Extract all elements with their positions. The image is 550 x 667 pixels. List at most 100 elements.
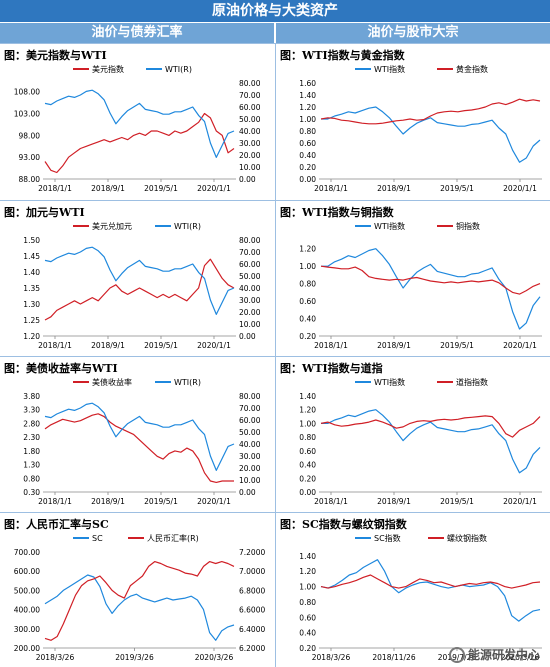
y-right-tick-label: 6.6000 (239, 606, 265, 615)
y-tick-label: 0.60 (299, 139, 316, 148)
series-line-r-1 (44, 560, 235, 641)
chart-panel: 图：SC指数与螺纹钢指数 SC指数 螺纹钢指数 0.20 0.40 0.60 0.80 1.0… (277, 514, 550, 667)
x-tick-label: 2019/5/1 (144, 497, 178, 506)
chart-plot: WTI指数 铜指数 0.20 0.40 0.60 0.80 1.00 1.20 2018/1/1… (299, 221, 542, 350)
y-tick-label: 1.30 (23, 300, 40, 309)
y-tick-label: 1.45 (23, 252, 40, 261)
y-right-tick-label: 80.00 (239, 392, 261, 401)
chart-plot: SC指数 螺纹钢指数 0.20 0.40 0.60 0.80 1.00 1.20 1.40 201… (299, 533, 542, 662)
y-tick-label: 0.60 (299, 297, 316, 306)
chart-title: 图：美元指数与WTI (4, 49, 107, 62)
y-tick-label: 0.80 (299, 280, 316, 289)
y-tick-label: 0.80 (299, 127, 316, 136)
y-tick-label: 3.30 (23, 406, 40, 415)
y-right-tick-label: 80.00 (239, 79, 261, 88)
x-tick-label: 2018/9/1 (377, 184, 411, 193)
y-tick-label: 1.40 (23, 268, 40, 277)
chart-plot: WTI指数 黄金指数 0.00 0.20 0.40 0.60 0.80 1.00 1.20 1.4… (299, 64, 542, 193)
y-tick-label: 1.40 (299, 552, 316, 561)
y-right-tick-label: 80.00 (239, 236, 261, 245)
series-line-wti-r-1 (44, 89, 235, 159)
x-tick-label: 2019/5/1 (440, 497, 474, 506)
x-tick-label: 2018/11/26 (372, 653, 415, 662)
wechat-icon (448, 647, 465, 663)
y-tick-label: 2.30 (23, 433, 40, 442)
x-tick-label: 2018/1/1 (314, 184, 348, 193)
legend-label: WTI指数 (374, 64, 405, 74)
chart-plot: 美债收益率 WTI(R) 0.30 0.80 1.30 1.80 2.30 2.80 3.30 3… (23, 377, 261, 506)
y-right-tick-label: 20.00 (239, 464, 261, 473)
chart-panel: 图：WTI指数与铜指数 WTI指数 铜指数 0.20 0.40 0.60 0.80 1.00 1… (277, 202, 550, 357)
x-tick-label: 2019/5/1 (440, 184, 474, 193)
y-right-tick-label: 0.00 (239, 332, 256, 341)
chart-panel: 图：WTI指数与道指 WTI指数 道指指数 0.00 0.20 0.40 0.60 0.80 1… (277, 358, 550, 513)
y-tick-label: 1.00 (299, 262, 316, 271)
y-right-tick-label: 0.00 (239, 488, 256, 497)
y-right-tick-label: 7.0000 (239, 567, 265, 576)
y-right-tick-label: 0.00 (239, 175, 256, 184)
x-tick-label: 2018/9/1 (91, 497, 125, 506)
column-divider (275, 43, 276, 667)
chart-panel: 图：加元与WTI 美元兑加元 WTI(R) 1.20 1.25 1.30 1.35 1.40 1… (1, 202, 274, 357)
y-right-tick-label: 20.00 (239, 308, 261, 317)
y-right-tick-label: 70.00 (239, 404, 261, 413)
legend-label: WTI(R) (165, 65, 192, 74)
x-tick-label: 2019/5/1 (144, 184, 178, 193)
series-line-wti-r-1 (44, 246, 235, 316)
x-tick-label: 2018/9/1 (91, 341, 125, 350)
y-right-tick-label: 40.00 (239, 127, 261, 136)
x-tick-label: 2020/1/1 (503, 184, 537, 193)
y-tick-label: 2.80 (23, 419, 40, 428)
row-divider (0, 512, 550, 513)
y-tick-label: 0.00 (299, 488, 316, 497)
legend-label: WTI指数 (374, 221, 405, 231)
y-tick-label: 400.00 (14, 606, 40, 615)
y-tick-label: 0.20 (299, 332, 316, 341)
section-header-bonds-fx: 油价与债券汇率 (0, 23, 274, 43)
y-right-tick-label: 10.00 (239, 163, 261, 172)
y-right-tick-label: 60.00 (239, 416, 261, 425)
y-right-tick-label: 40.00 (239, 440, 261, 449)
x-tick-label: 2019/3/26 (115, 653, 154, 662)
x-tick-label: 2018/3/26 (36, 653, 75, 662)
x-tick-label: 2020/1/1 (503, 497, 537, 506)
watermark-text: 能源研发中心 (467, 647, 540, 662)
series-line-wti-0 (321, 409, 541, 474)
y-tick-label: 1.60 (299, 79, 316, 88)
y-right-tick-label: 6.2000 (239, 644, 265, 653)
legend-label: WTI(R) (174, 378, 201, 387)
y-right-tick-label: 50.00 (239, 272, 261, 281)
y-tick-label: 300.00 (14, 625, 40, 634)
y-tick-label: 0.80 (299, 598, 316, 607)
y-tick-label: 1.35 (23, 284, 40, 293)
series-line-series-0 (44, 112, 235, 174)
y-tick-label: 3.80 (23, 392, 40, 401)
x-tick-label: 2018/1/1 (38, 341, 72, 350)
y-tick-label: 88.00 (19, 175, 41, 184)
legend-label: SC指数 (374, 533, 401, 543)
series-line-series-0 (44, 258, 235, 321)
chart-title: 图：加元与WTI (4, 206, 85, 219)
y-tick-label: 0.40 (299, 461, 316, 470)
watermark: 能源研发中心 (448, 646, 540, 663)
x-tick-label: 2018/9/1 (377, 497, 411, 506)
y-tick-label: 1.20 (23, 332, 40, 341)
legend-label: WTI(R) (174, 222, 201, 231)
legend-label: 黄金指数 (456, 64, 488, 74)
y-tick-label: 200.00 (14, 644, 40, 653)
x-tick-label: 2020/1/1 (197, 341, 231, 350)
y-right-tick-label: 70.00 (239, 248, 261, 257)
y-tick-label: 600.00 (14, 567, 40, 576)
x-tick-label: 2018/9/1 (91, 184, 125, 193)
series-line-series-1 (320, 98, 541, 125)
x-tick-label: 2019/5/1 (440, 341, 474, 350)
y-tick-label: 1.25 (23, 316, 40, 325)
section-header-stocks-commodities: 油价与股市大宗 (276, 23, 550, 43)
x-tick-label: 2018/1/1 (314, 341, 348, 350)
y-right-tick-label: 10.00 (239, 476, 261, 485)
y-tick-label: 0.30 (23, 488, 40, 497)
legend-label: 螺纹钢指数 (447, 533, 487, 543)
y-right-tick-label: 6.4000 (239, 625, 265, 634)
y-tick-label: 0.00 (299, 175, 316, 184)
series-line-series-1 (320, 574, 541, 589)
